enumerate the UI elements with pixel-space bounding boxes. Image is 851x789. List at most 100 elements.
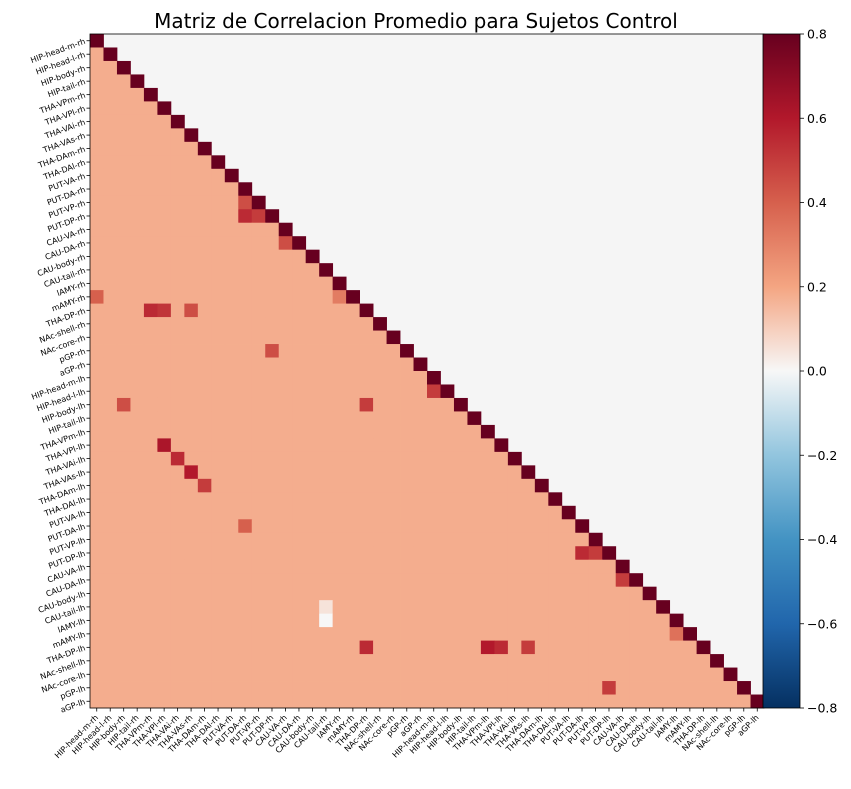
heatmap-cell [292, 532, 307, 547]
heatmap-cell [319, 357, 334, 372]
heatmap-cell [211, 519, 226, 534]
heatmap-cell [656, 627, 671, 641]
heatmap-cell [332, 411, 347, 426]
heatmap-cell [521, 681, 536, 695]
heatmap-cell [265, 478, 280, 493]
heatmap-cell [170, 532, 185, 547]
heatmap-cell-diagonal [427, 371, 441, 385]
heatmap-cell [143, 155, 158, 170]
heatmap-cell [548, 573, 563, 588]
heatmap-cell [197, 330, 212, 345]
heatmap-cell-diagonal [332, 276, 347, 291]
heatmap-cell-diagonal [534, 478, 549, 493]
heatmap-cell [359, 519, 374, 534]
heatmap-cell [561, 694, 576, 709]
heatmap-cell [116, 640, 131, 655]
heatmap-cell [184, 559, 199, 574]
heatmap-cell [427, 451, 441, 466]
heatmap-cell [90, 141, 104, 156]
heatmap-cell [453, 519, 468, 534]
heatmap-cell [373, 532, 387, 547]
heatmap-cell [292, 357, 307, 372]
heatmap-cell-diagonal [413, 357, 428, 372]
heatmap-cell [103, 397, 118, 412]
heatmap-cell [170, 559, 185, 574]
heatmap-cell [305, 505, 320, 520]
heatmap-cell [386, 451, 401, 466]
heatmap-cell [629, 600, 644, 615]
heatmap-cell [184, 182, 199, 197]
heatmap-cell [170, 667, 185, 682]
heatmap-cell [170, 182, 185, 197]
heatmap-cell [494, 478, 509, 493]
heatmap-cell [305, 290, 320, 304]
heatmap-cell [184, 519, 199, 534]
heatmap-cell [184, 492, 199, 507]
heatmap-cell [737, 694, 751, 709]
heatmap-cell [359, 573, 374, 588]
heatmap-cell [561, 627, 576, 641]
heatmap-cell [305, 384, 320, 399]
heatmap-cell [103, 681, 118, 695]
heatmap-cell [211, 640, 226, 655]
heatmap-cell [184, 276, 199, 291]
heatmap-cell [103, 424, 118, 439]
heatmap-cell [103, 195, 118, 210]
heatmap-cell [116, 613, 131, 628]
heatmap-cell [251, 330, 266, 345]
heatmap-cell-diagonal [723, 667, 738, 682]
heatmap-cell [319, 559, 334, 574]
heatmap-cell [453, 478, 468, 493]
heatmap-cell [521, 505, 536, 520]
heatmap-cell [346, 384, 360, 399]
heatmap-cell [170, 303, 185, 318]
heatmap-cell [400, 532, 414, 547]
y-axis: HIP-head-m-rhHIP-head-l-rhHIP-body-rhHIP… [29, 37, 90, 715]
heatmap-cell-diagonal [224, 168, 239, 183]
heatmap-cell [494, 573, 509, 588]
heatmap-cell [494, 694, 509, 709]
heatmap-cell [265, 667, 280, 682]
heatmap-cell [575, 694, 590, 709]
heatmap-cell [157, 600, 172, 615]
heatmap-cell [278, 263, 293, 278]
heatmap-cell [143, 195, 158, 210]
heatmap-cell [440, 694, 455, 709]
heatmap-cell [683, 694, 697, 709]
heatmap-cell [224, 505, 239, 520]
heatmap-cell [103, 627, 118, 641]
heatmap-cell [103, 101, 118, 116]
heatmap-cell [265, 613, 280, 628]
heatmap-cell [90, 128, 104, 143]
heatmap-cell [90, 681, 104, 695]
heatmap-cell [427, 384, 441, 399]
heatmap-cell [359, 451, 374, 466]
heatmap-cell [319, 451, 334, 466]
heatmap-cell [251, 290, 266, 304]
heatmap-cell [116, 317, 131, 331]
heatmap-cell [211, 586, 226, 601]
heatmap-cell [440, 492, 455, 507]
heatmap-cell [494, 546, 509, 561]
heatmap-cell [238, 505, 253, 520]
heatmap-cell [642, 667, 657, 682]
heatmap-cell-diagonal [575, 519, 590, 534]
heatmap-cell [413, 654, 428, 668]
heatmap-cell [480, 546, 495, 561]
heatmap-cell [400, 438, 414, 453]
heatmap-cell [130, 451, 145, 466]
heatmap-cell [278, 613, 293, 628]
heatmap-cell [386, 613, 401, 628]
heatmap-cell [575, 532, 590, 547]
x-axis: HIP-head-m-rhHIP-head-l-rhHIP-body-rhHIP… [53, 708, 761, 760]
heatmap-cell [548, 505, 563, 520]
heatmap-cell-diagonal [453, 397, 468, 412]
heatmap-cell [184, 694, 199, 709]
heatmap-cell [507, 627, 522, 641]
heatmap-cell [400, 640, 414, 655]
heatmap-cell [103, 451, 118, 466]
colorbar-tick-label: 0.0 [807, 364, 827, 379]
heatmap-cell [197, 384, 212, 399]
heatmap-cell [413, 438, 428, 453]
heatmap-cell [467, 654, 482, 668]
